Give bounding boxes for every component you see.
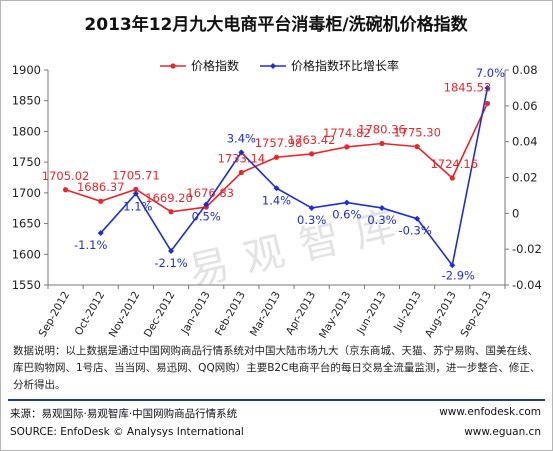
x-tick-label: Mar-2013: [248, 290, 283, 339]
right-tick-label: -0.02: [512, 242, 542, 256]
growth-rate-point: [238, 149, 245, 156]
price-index-point: [62, 187, 69, 193]
price-index-point: [309, 151, 315, 157]
right-tick-label: 0.04: [512, 135, 538, 149]
right-tick-label: 0.06: [512, 99, 538, 113]
left-tick-label: 1900: [12, 63, 41, 77]
legend-marker-growth-rate: [270, 63, 276, 69]
price-index-point: [168, 209, 174, 215]
x-tick-label: Nov-2012: [107, 290, 143, 340]
right-tick-label: 0: [512, 206, 519, 220]
growth-rate-point: [273, 185, 280, 192]
growth-rate-data-label: 1.4%: [262, 193, 291, 207]
chart-title: 2013年12月九大电商平台消毒柜/洗碗机价格指数: [84, 14, 468, 35]
price-index-data-label: 1774.82: [323, 126, 371, 140]
legend-label-growth-rate: 价格指数环比增长率: [291, 58, 399, 73]
growth-rate-data-label: 1.1%: [123, 200, 152, 214]
growth-rate-point: [484, 84, 491, 91]
legend-marker-price-index: [170, 63, 176, 69]
left-tick-label: 1800: [12, 124, 41, 138]
x-tick-label: Feb-2013: [213, 290, 248, 339]
growth-rate-point: [308, 204, 315, 211]
x-tick-label: Dec-2012: [142, 290, 178, 340]
price-index-point: [379, 140, 385, 147]
price-index-data-label: 1733.14: [218, 151, 266, 165]
price-index-point: [414, 144, 420, 150]
x-tick-label: Jul-2013: [391, 290, 423, 334]
growth-rate-point: [97, 230, 104, 237]
x-tick-label: Jan-2013: [179, 290, 213, 337]
growth-rate-point: [132, 190, 139, 197]
price-index-data-label: 1780.36: [358, 122, 406, 136]
growth-rate-data-label: -1.1%: [74, 238, 107, 252]
price-index-data-label: 1775.30: [393, 126, 441, 140]
left-tick-label: 1850: [12, 94, 41, 108]
left-tick-label: 1700: [12, 186, 41, 200]
growth-rate-data-label: 0.3%: [367, 213, 396, 227]
price-index-data-label: 1686.37: [77, 180, 125, 194]
price-index-data-label: 1845.53: [444, 80, 492, 94]
price-index-data-label: 1763.42: [288, 133, 336, 147]
source-cn: 来源：易观国际·易观智库·中国网购商品行情系统: [10, 408, 238, 420]
x-tick-label: May-2013: [317, 290, 353, 341]
legend-label-price-index: 价格指数: [191, 58, 239, 73]
price-index-point: [98, 198, 104, 204]
right-tick-label: -0.04: [512, 278, 542, 292]
x-tick-label: Aug-2013: [423, 290, 459, 340]
x-tick-label: Jun-2013: [354, 290, 388, 338]
growth-rate-data-label: 0.3%: [297, 213, 326, 227]
growth-rate-data-label: -2.9%: [442, 268, 475, 282]
price-index-data-label: 1705.71: [112, 168, 160, 182]
growth-rate-data-label: 3.4%: [227, 131, 256, 145]
growth-rate-point: [378, 204, 385, 211]
footer-divider: [8, 399, 545, 401]
right-tick-label: 0.08: [512, 63, 538, 77]
growth-rate-data-label: -0.3%: [398, 224, 431, 238]
price-index-point: [449, 175, 455, 181]
x-tick-label: Apr-2013: [284, 290, 318, 338]
growth-rate-point: [168, 247, 175, 254]
price-index-point: [484, 100, 491, 107]
growth-rate-data-label: -2.1%: [154, 256, 187, 270]
series-line-2: [100, 87, 489, 268]
source-en: SOURCE: EnfoDesk © Analysys Internationa…: [10, 426, 244, 438]
left-tick-label: 1650: [12, 217, 41, 231]
growth-rate-point: [343, 199, 350, 206]
line-chart: 2013年12月九大电商平台消毒柜/洗碗机价格指数 1550 1600 1650 170…: [12, 14, 542, 341]
growth-rate-point: [414, 215, 421, 222]
growth-rate-point: [203, 201, 210, 208]
site-eguan: www.eguan.cn: [464, 426, 541, 438]
right-tick-label: 0.02: [512, 171, 538, 185]
price-index-data-label: 1757.98: [255, 136, 303, 150]
x-tick-label: Sep-2012: [37, 290, 73, 340]
price-index-point: [273, 154, 280, 160]
price-index-data-label: 1676.83: [186, 186, 234, 200]
growth-rate-data-label: 0.5%: [192, 209, 221, 223]
price-index-point: [238, 169, 244, 176]
price-index-data-label: 1705.02: [42, 169, 90, 183]
left-tick-label: 1550: [12, 278, 41, 292]
growth-rate-data-label: 7.0%: [476, 66, 505, 80]
price-index-point: [344, 144, 350, 150]
x-tick-label: Sep-2013: [458, 290, 494, 340]
left-tick-label: 1600: [12, 247, 41, 261]
x-tick-label: Oct-2012: [73, 290, 108, 338]
site-enfodesk: www.enfodesk.com: [439, 406, 541, 418]
price-index-data-label: 1669.20: [145, 191, 193, 205]
data-note: 数据说明：以上数据是通过中国网购商品行情系统对中国大陆市场九大（京东商城、天猫、…: [13, 345, 541, 391]
growth-rate-data-label: 0.6%: [332, 208, 361, 222]
left-tick-label: 1750: [12, 155, 41, 169]
price-index-data-label: 1724.16: [430, 157, 478, 171]
growth-rate-point: [449, 262, 456, 269]
price-index-point: [133, 186, 139, 192]
